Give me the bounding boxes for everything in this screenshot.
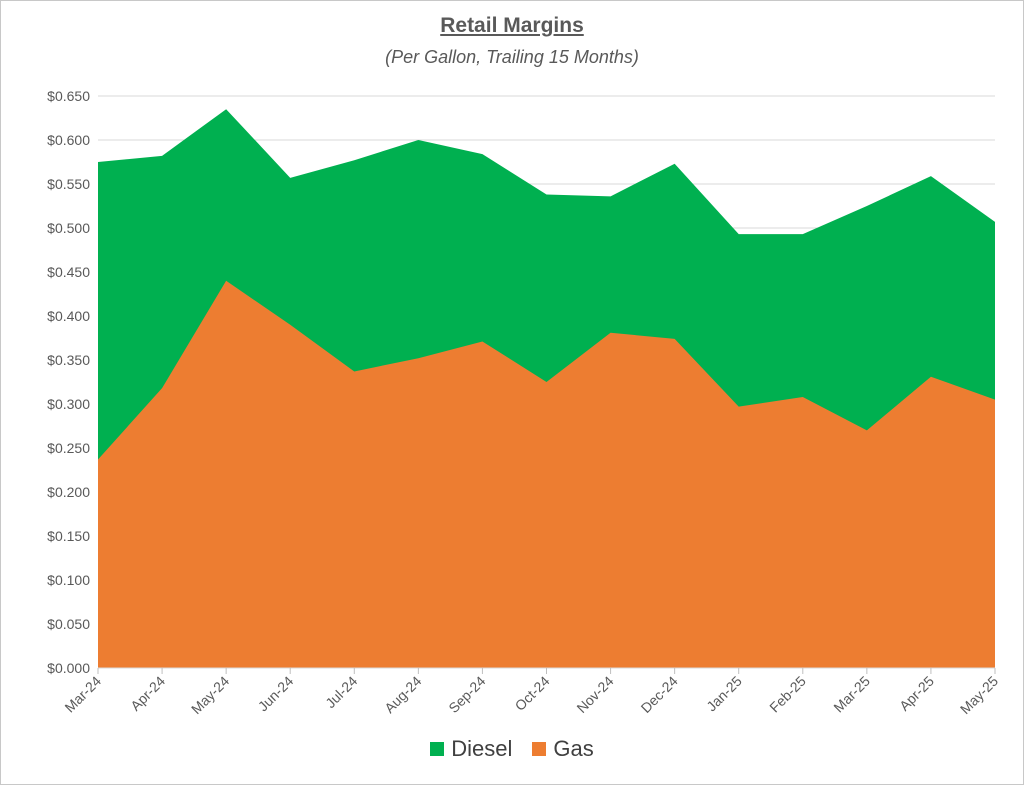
legend-label-gas: Gas [553,736,594,761]
y-tick-label: $0.350 [47,352,90,368]
chart-subtitle: (Per Gallon, Trailing 15 Months) [385,47,639,67]
y-tick-label: $0.650 [47,88,90,104]
x-tick-label: May-24 [188,673,232,717]
area-gas [98,280,995,668]
x-tick-label: Mar-25 [830,673,873,716]
x-tick-label: Jan-25 [703,673,745,715]
y-tick-label: $0.100 [47,572,90,588]
y-tick-label: $0.550 [47,176,90,192]
legend-item-gas: Gas [532,736,594,762]
legend-label-diesel: Diesel [451,736,513,761]
x-tick-label: Apr-25 [896,673,937,714]
legend-swatch-gas [532,742,547,756]
legend-item-diesel: Diesel [430,736,512,762]
chart-plot: $0.000 $0.050 $0.100 $0.150 $0.200 $0.250 $0.3… [47,88,1001,717]
y-tick-label: $0.250 [47,440,90,456]
area-series [98,109,995,668]
chart-title: Retail Margins [440,14,584,37]
x-tick-label: Dec-24 [638,673,681,716]
y-tick-label: $0.150 [47,528,90,544]
x-tick-label: Oct-24 [512,673,553,714]
x-tick-label: Feb-25 [766,673,809,716]
y-tick-label: $0.450 [47,264,90,280]
y-tick-label: $0.400 [47,308,90,324]
legend-swatch-diesel [430,742,445,756]
y-tick-label: $0.050 [47,616,90,632]
y-tick-label: $0.000 [47,660,90,676]
x-tick-label: May-25 [957,673,1001,717]
y-tick-label: $0.300 [47,396,90,412]
x-tick-label: Aug-24 [381,673,424,716]
y-tick-label: $0.200 [47,484,90,500]
x-tick-label: Jul-24 [322,673,360,711]
x-tick-label: Nov-24 [573,673,616,716]
y-tick-label: $0.600 [47,132,90,148]
x-tick-label: Apr-24 [127,673,168,714]
x-tick-label: Mar-24 [61,673,104,716]
x-tick-label: Sep-24 [445,673,488,716]
x-tick-label: Jun-24 [255,673,297,715]
legend: Diesel Gas [0,736,1024,762]
y-tick-label: $0.500 [47,220,90,236]
